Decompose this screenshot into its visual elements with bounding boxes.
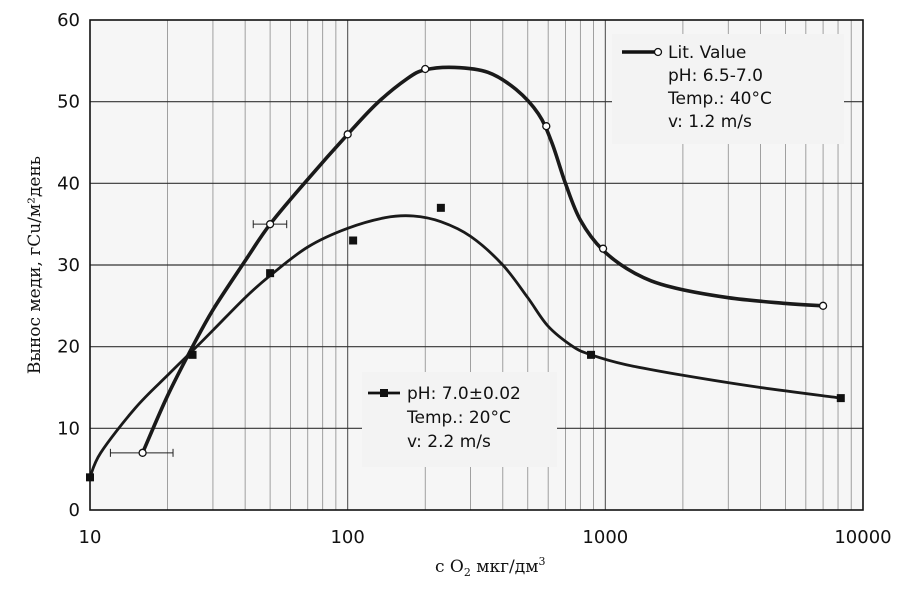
data-point-filled-square [188,350,197,359]
data-point-filled-square [587,350,596,359]
legend-boxes [362,34,844,467]
legend-swatch-marker [653,47,663,57]
legend-text-line: pH: 6.5-7.0 [668,66,763,86]
legend-swatch-marker [380,389,388,397]
y-axis-title: Вынос меди, гCu/м²день [25,156,45,374]
x-axis-title-main: c O [435,557,464,577]
x-tick-label: 1000 [582,527,628,548]
y-tick-label: 30 [57,255,80,276]
x-tick-label: 10 [79,527,102,548]
legend-text-line: pH: 7.0±0.02 [407,384,521,404]
data-point-filled-square [266,269,275,278]
legend-text-line: Lit. Value [668,43,746,63]
x-tick-label: 10000 [834,527,891,548]
legend-text-line: v: 2.2 m/s [407,432,491,452]
plot-frame [89,19,864,511]
curves [88,65,843,479]
legend-box-measured [362,372,557,467]
series-line-2 [88,214,843,479]
x-axis-title-unit: мкг/дм [471,557,539,577]
data-point-filled-square [349,236,358,245]
data-point-open-circle [421,64,430,74]
legend-text-line: Temp.: 40°C [667,89,772,109]
data-point-open-circle [598,244,608,253]
data-point-filled-square [436,203,445,212]
series-line-1 [140,65,825,455]
y-tick-label: 10 [57,418,80,439]
y-tick-label: 60 [57,10,80,31]
x-tick-label: 100 [330,527,364,548]
ticks: 0 10 20 30 40 50 60 10 100 1000 10000 [57,10,892,548]
y-tick-label: 50 [57,92,80,113]
legend-text-line: Temp.: 20°C [406,408,511,428]
data-point-filled-square [836,394,845,403]
data-point-open-circle [343,130,352,139]
x-axis-title: c O2 мкг/дм3 [435,555,545,579]
data-point-open-circle [542,122,551,131]
legends: Lit. Value pH: 6.5-7.0 Temp.: 40°C v: 1.2 m… [368,43,772,452]
legend-text-line: v: 1.2 m/s [668,112,752,132]
y-tick-label: 20 [57,337,80,358]
y-tick-label: 40 [57,173,80,194]
data-point-open-circle [138,448,147,457]
y-tick-label: 0 [69,500,80,521]
data-point-open-circle [265,220,275,229]
x-axis-title-sup: 3 [538,555,545,568]
data-point-open-circle [818,301,828,310]
x-axis-title-sub: 2 [464,566,471,579]
